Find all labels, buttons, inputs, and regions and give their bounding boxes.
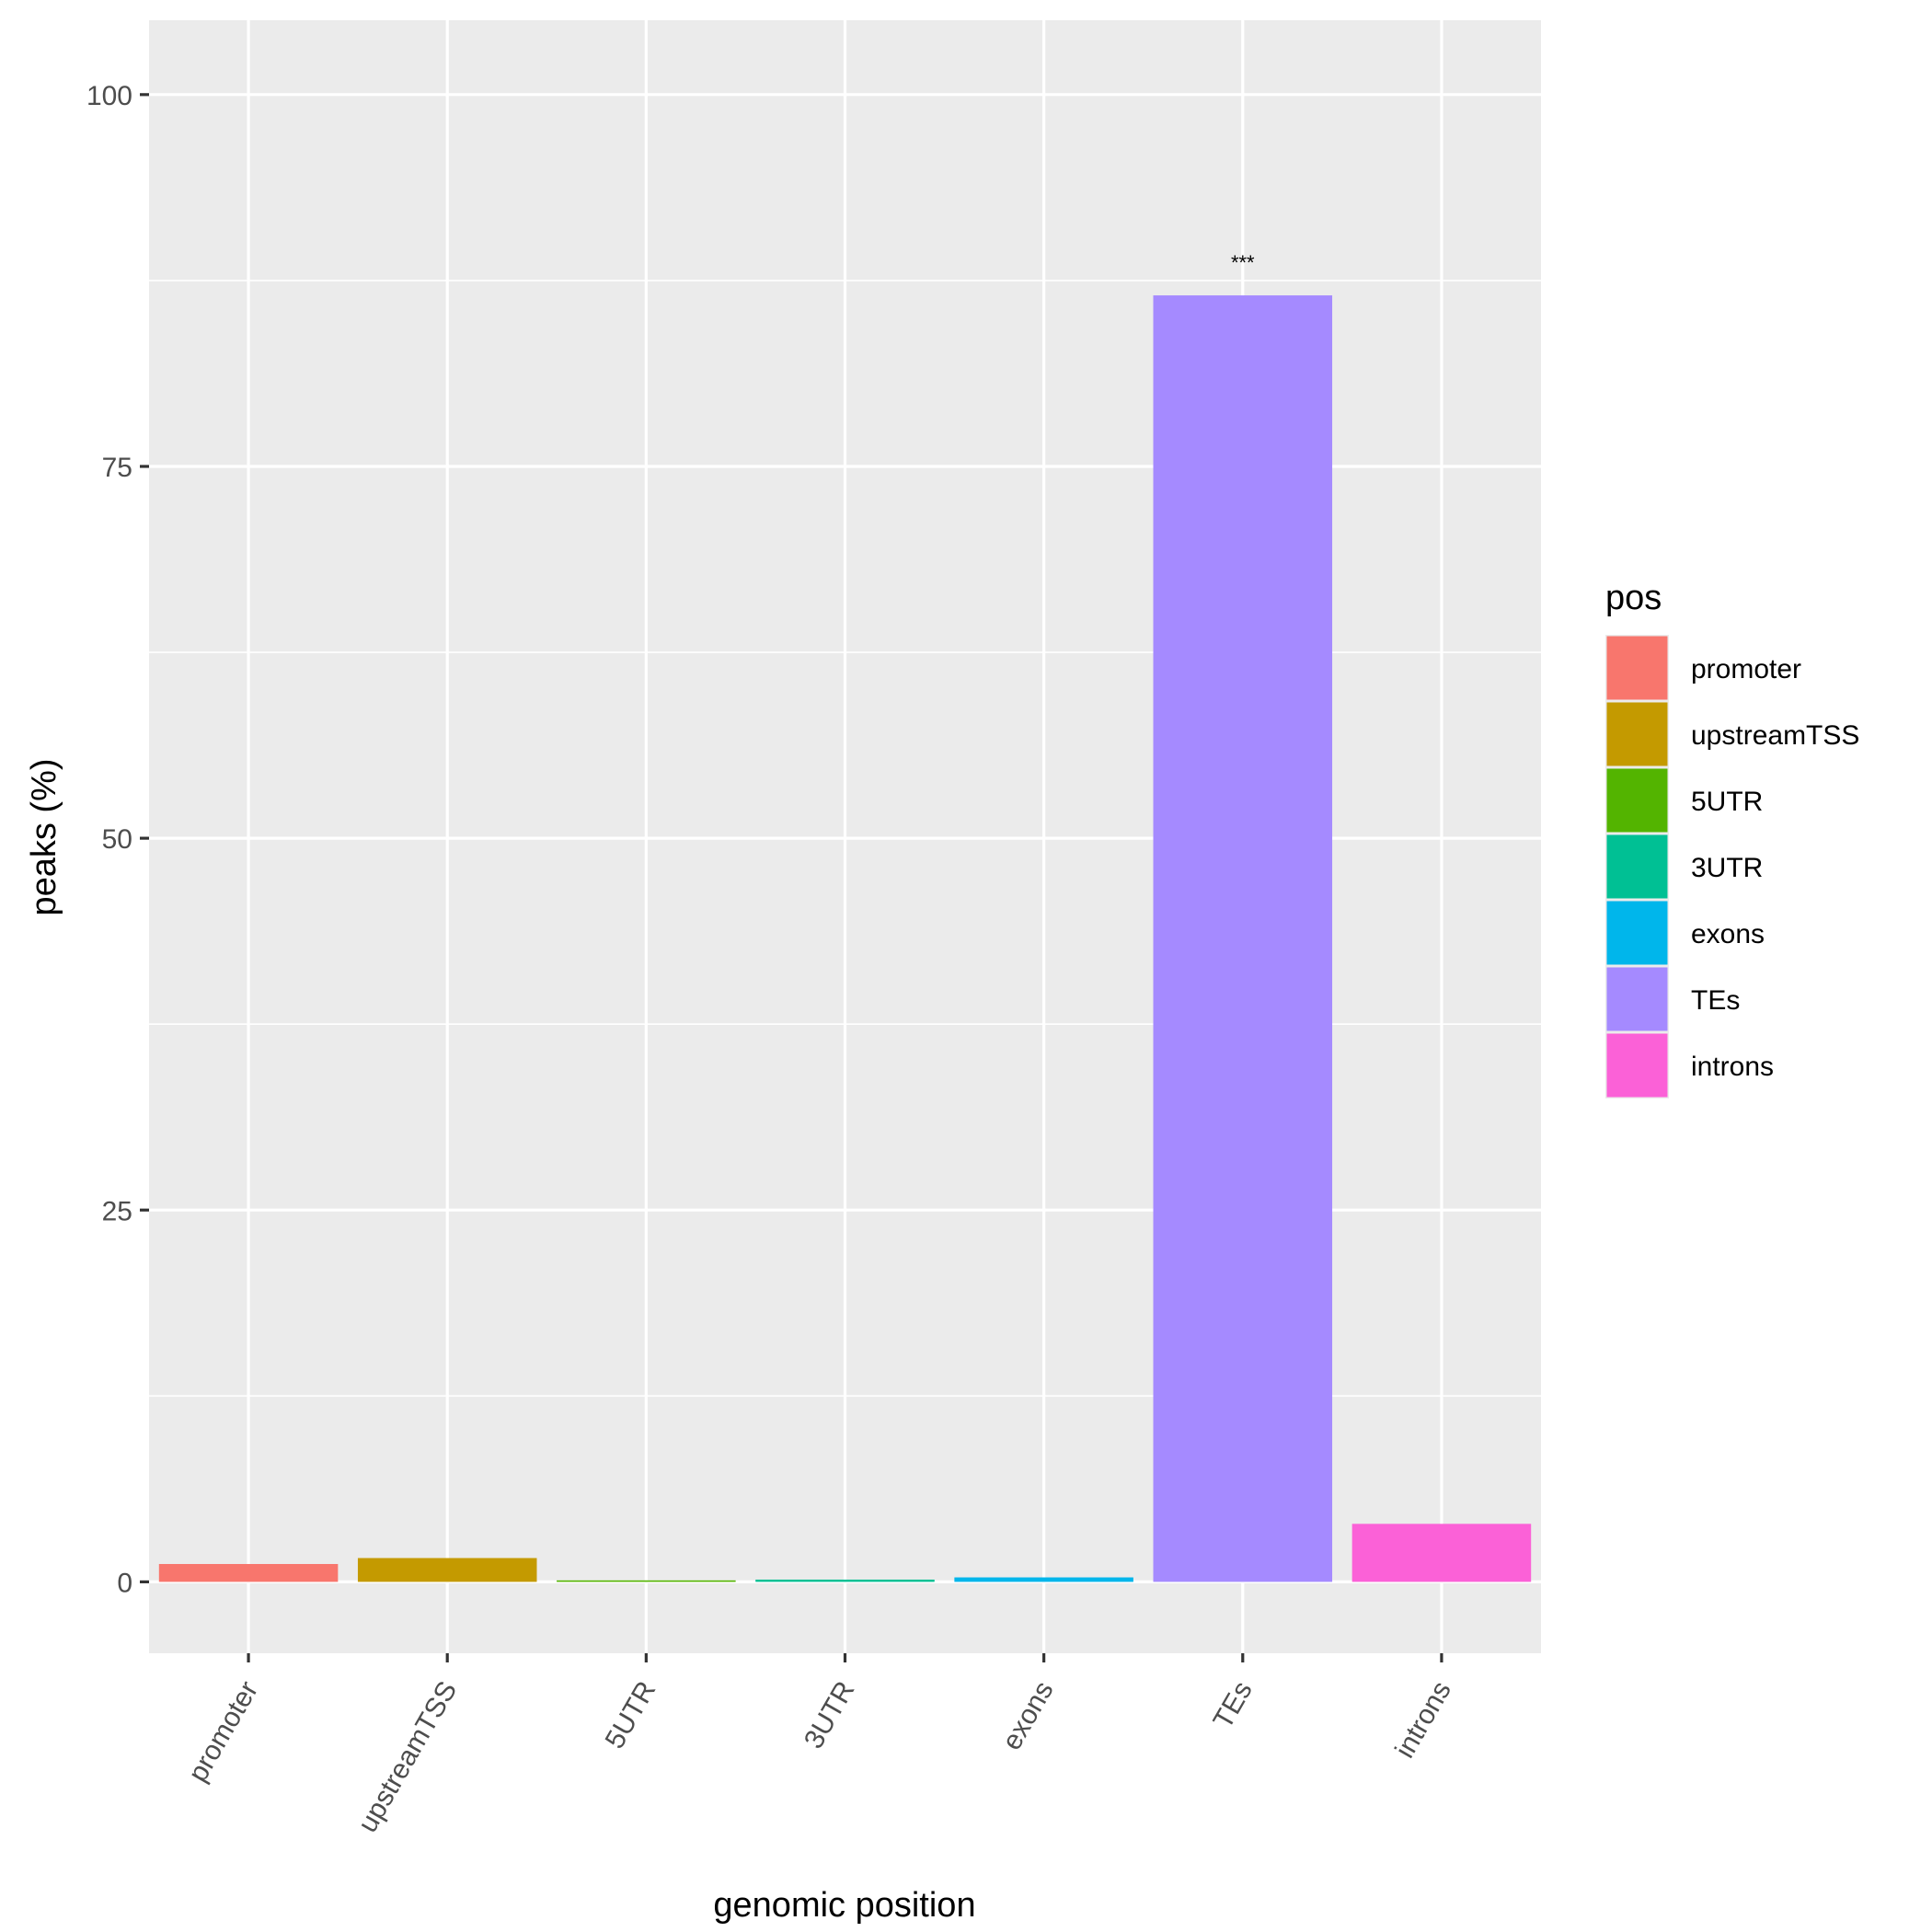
legend-label: exons: [1691, 919, 1765, 949]
legend-label: TEs: [1691, 985, 1740, 1016]
x-tick-label: exons: [996, 1676, 1060, 1755]
annotations: ***: [1231, 251, 1255, 274]
legend-label: 3UTR: [1691, 853, 1763, 883]
legend-label: introns: [1691, 1052, 1774, 1082]
x-tick-label: TEs: [1208, 1676, 1259, 1734]
bar-3UTR: [755, 1579, 935, 1582]
legend-label: upstreamTSS: [1691, 720, 1859, 751]
legend: pos promoter upstreamTSS 5UTR 3UTR exons TEs i…: [1605, 579, 1859, 1098]
legend-swatch-5UTR: [1606, 768, 1668, 833]
bar-exons: [954, 1577, 1133, 1582]
bar-promoter: [158, 1564, 339, 1582]
legend-label: promoter: [1691, 654, 1801, 684]
bar-5UTR: [557, 1580, 736, 1582]
x-axis-title: genomic position: [713, 1886, 975, 1925]
y-tick-label: 25: [102, 1196, 132, 1226]
legend-swatch-exons: [1606, 901, 1668, 965]
legend-swatch-upstreamTSS: [1606, 702, 1668, 766]
y-tick-label: 75: [102, 453, 132, 483]
bars: [158, 295, 1532, 1582]
x-axis: promoter upstreamTSS 5UTR 3UTR exons TEs intro…: [183, 1653, 1457, 1837]
x-tick-label: promoter: [183, 1676, 265, 1787]
bar-introns: [1351, 1524, 1532, 1582]
x-tick-label: 3UTR: [799, 1676, 861, 1754]
y-axis-title: peaks (%): [25, 758, 63, 915]
y-tick-label: 50: [102, 824, 132, 855]
y-tick-label: 100: [86, 81, 132, 111]
legend-swatch-introns: [1606, 1033, 1668, 1098]
bar-annotation: ***: [1231, 251, 1255, 274]
legend-swatch-3UTR: [1606, 834, 1668, 899]
bar-TEs: [1153, 295, 1333, 1582]
legend-label: 5UTR: [1691, 787, 1763, 817]
legend-swatch-TEs: [1606, 967, 1668, 1031]
x-tick-label: 5UTR: [600, 1676, 662, 1754]
legend-entries: promoter upstreamTSS 5UTR 3UTR exons TEs intro…: [1605, 635, 1859, 1098]
legend-swatch-promoter: [1606, 636, 1668, 700]
x-tick-label: upstreamTSS: [352, 1676, 463, 1837]
bar-upstreamTSS: [357, 1558, 537, 1582]
y-axis: 0 25 50 75 100: [86, 81, 149, 1598]
x-tick-label: introns: [1389, 1676, 1457, 1763]
y-tick-label: 0: [117, 1568, 132, 1598]
legend-title: pos: [1605, 579, 1662, 617]
